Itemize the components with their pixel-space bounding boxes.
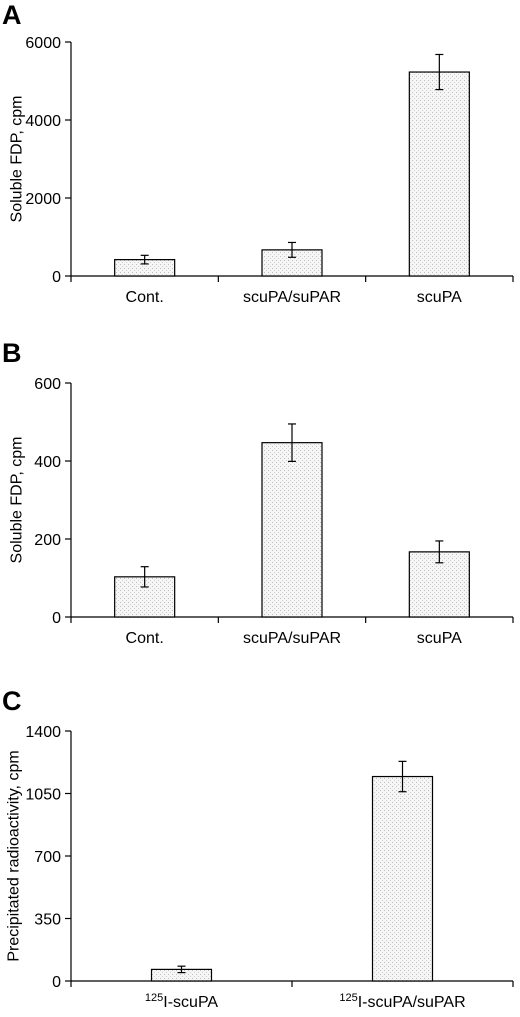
y-tick-label: 1050 bbox=[25, 787, 61, 804]
error-bar-c-2 bbox=[398, 760, 407, 793]
y-tick-label: 1400 bbox=[25, 724, 61, 741]
category-label-a-3: scuPA bbox=[417, 289, 462, 306]
chart-panel-b: B 0 200 400 600 Soluble FDP, cpm Cont. scuPA/s… bbox=[0, 338, 520, 668]
y-tick-label: 2000 bbox=[25, 191, 61, 208]
category-label-b-1: Cont. bbox=[126, 630, 164, 647]
chart-b: 0 200 400 600 Soluble FDP, cpm Cont. scuPA/suP… bbox=[9, 376, 514, 647]
y-tick-label: 700 bbox=[34, 849, 61, 866]
y-tick-label: 6000 bbox=[25, 35, 61, 52]
error-bar-c-1 bbox=[177, 965, 186, 974]
y-tick-label: 350 bbox=[34, 912, 61, 929]
error-bar-b-1 bbox=[140, 566, 149, 588]
error-bar-b-3 bbox=[435, 540, 444, 564]
panel-letter-c: C bbox=[2, 686, 22, 716]
y-tick-label: 200 bbox=[34, 532, 61, 549]
y-tick-label: 0 bbox=[52, 610, 61, 627]
y-axis-label-c: Precipitated radioactivity, cpm bbox=[6, 750, 23, 961]
error-bar-a-1 bbox=[140, 254, 149, 265]
chart-panel-c: C 0 350 700 1050 1400 Precipitated radioactiv… bbox=[0, 686, 520, 1017]
category-label-c-2: 125I-scuPA/suPAR bbox=[339, 992, 465, 1011]
error-bar-a-3 bbox=[435, 53, 444, 91]
panel-letter-b: B bbox=[2, 338, 22, 368]
category-label-b-3: scuPA bbox=[417, 630, 462, 647]
y-tick-label: 0 bbox=[52, 269, 61, 286]
bar-a-3 bbox=[408, 71, 470, 277]
y-tick-label: 4000 bbox=[25, 113, 61, 130]
y-axis-label-a: Soluble FDP, cpm bbox=[9, 96, 26, 223]
y-tick-label: 600 bbox=[34, 376, 61, 393]
category-label-c-1: 125I-scuPA bbox=[145, 992, 219, 1011]
chart-a: 0 2000 4000 6000 Soluble FDP, cpm Cont. scuPA/… bbox=[9, 35, 514, 306]
error-bar-b-2 bbox=[288, 423, 296, 462]
y-tick-label: 400 bbox=[34, 454, 61, 471]
panel-letter-a: A bbox=[2, 0, 22, 30]
category-label-b-2: scuPA/suPAR bbox=[243, 630, 341, 647]
bar-c-2 bbox=[371, 775, 434, 982]
category-label-a-2: scuPA/suPAR bbox=[243, 289, 341, 306]
error-bar-a-2 bbox=[288, 241, 296, 258]
bar-b-2 bbox=[261, 442, 323, 618]
category-label-a-1: Cont. bbox=[126, 289, 164, 306]
y-tick-label: 0 bbox=[52, 974, 61, 991]
chart-panel-a: A 0 2000 4000 6000 Soluble FDP, cpm Cont. scuP… bbox=[0, 0, 520, 330]
y-axis-label-b: Soluble FDP, cpm bbox=[9, 437, 26, 564]
